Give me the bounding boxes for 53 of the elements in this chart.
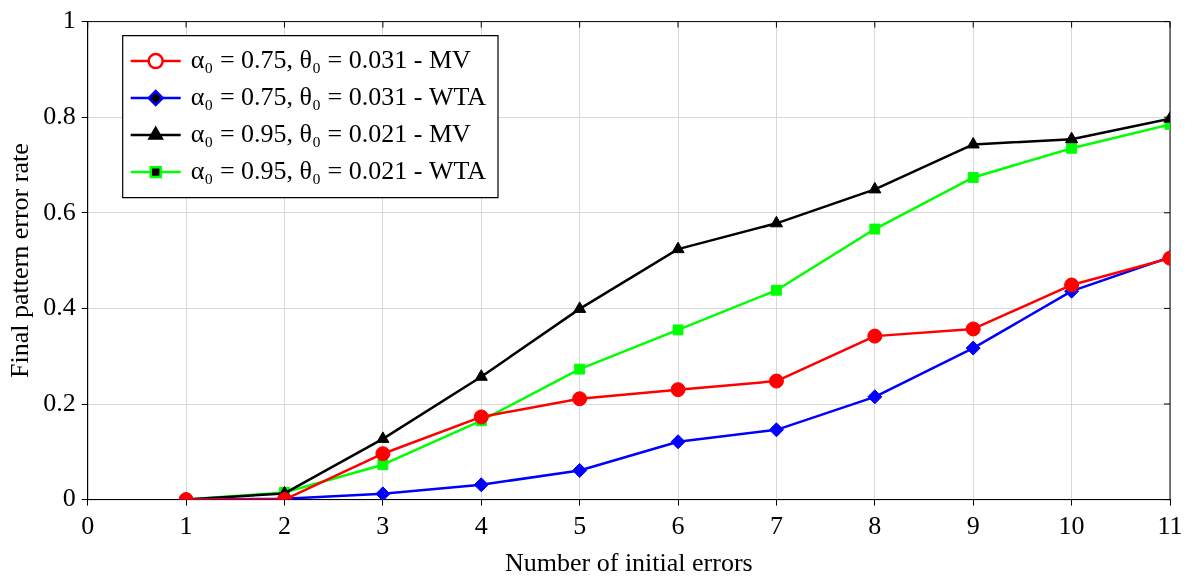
legend-label: α₀ = 0.75, θ₀ = 0.031 - WTA <box>190 81 487 111</box>
point <box>965 321 981 337</box>
legend-label: α₀ = 0.75, θ₀ = 0.031 - MV <box>190 44 472 74</box>
point <box>966 136 980 149</box>
point <box>375 486 391 500</box>
y-tick-label: 0.6 <box>43 196 76 226</box>
x-tick-label: 5 <box>573 511 587 541</box>
x-tick-label: 0 <box>81 511 95 541</box>
point <box>572 462 588 478</box>
point <box>1065 131 1079 144</box>
y-tick-label: 0.8 <box>43 101 76 131</box>
point <box>770 284 782 296</box>
point <box>473 477 489 493</box>
y-tick-label: 0.4 <box>43 292 76 322</box>
point <box>672 324 684 336</box>
point <box>1066 142 1078 154</box>
x-tick-label: 9 <box>966 511 980 541</box>
point <box>768 422 784 438</box>
point <box>670 434 686 450</box>
point <box>867 389 883 405</box>
point <box>473 409 489 425</box>
x-tick-label: 6 <box>671 511 685 541</box>
point <box>768 373 784 389</box>
point <box>474 369 488 381</box>
legend-label: α₀ = 0.95, θ₀ = 0.021 - MV <box>190 118 472 148</box>
x-tick-label: 8 <box>868 511 882 541</box>
point <box>967 171 979 183</box>
y-axis-title: Final pattern error rate <box>5 143 35 378</box>
y-tick-label: 0.2 <box>43 387 76 417</box>
point <box>869 223 881 235</box>
x-tick-label: 11 <box>1157 511 1183 541</box>
point <box>376 431 390 443</box>
x-tick-label: 7 <box>769 511 783 541</box>
point <box>769 215 783 228</box>
point <box>573 301 587 313</box>
point <box>670 382 686 398</box>
x-tick-label: 1 <box>179 511 193 541</box>
y-tick-label: 1 <box>62 5 76 35</box>
point <box>867 328 883 344</box>
point <box>572 391 588 407</box>
point <box>375 446 391 462</box>
x-tick-label: 2 <box>277 511 291 541</box>
y-tick-label: 0 <box>62 483 76 513</box>
x-tick-label: 3 <box>376 511 390 541</box>
point <box>965 340 981 356</box>
x-tick-label: 4 <box>474 511 488 541</box>
legend-label: α₀ = 0.95, θ₀ = 0.021 - WTA <box>190 155 487 185</box>
x-axis-title: Number of initial errors <box>505 548 753 578</box>
point <box>671 241 685 254</box>
point <box>1064 277 1080 293</box>
x-tick-label: 10 <box>1058 511 1085 541</box>
point <box>574 363 586 375</box>
point <box>868 181 882 194</box>
